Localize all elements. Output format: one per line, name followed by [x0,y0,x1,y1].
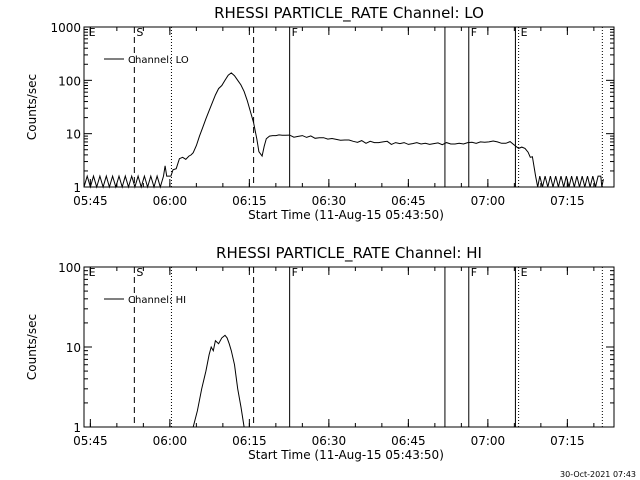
footer-timestamp: 30-Oct-2021 07:43 [560,470,636,479]
y-tick-label: 100 [58,261,81,275]
x-tick-label: 06:15 [232,194,267,208]
x-tick-label: 06:45 [391,194,426,208]
x-axis-label: Start Time (11-Aug-15 05:43:50) [248,448,444,462]
marker-label: E [521,26,528,39]
legend-label: Channel: HI [128,295,186,306]
marker-label: E [521,266,528,279]
series-line [192,334,245,428]
y-axis-label: Counts/sec [25,314,39,380]
x-tick-label: 06:30 [312,194,347,208]
x-tick-label: 06:15 [232,434,267,448]
plot-frame [83,26,615,188]
marker-label: F [471,26,477,39]
x-axis-label: Start Time (11-Aug-15 05:43:50) [248,208,444,222]
x-tick-label: 06:00 [153,194,188,208]
x-tick-label: 07:00 [471,434,506,448]
marker-label: F [292,266,298,279]
x-tick-label: 06:00 [153,434,188,448]
x-tick-label: 07:15 [550,434,585,448]
x-tick-label: 05:45 [73,434,108,448]
x-tick-label: 07:00 [471,194,506,208]
panel-hi: RHESSI PARTICLE_RATE Channel: HI E S F F E 1 10… [25,244,615,462]
y-tick-label: 1 [73,421,81,435]
y-tick-label: 10 [66,128,81,142]
y-tick-label: 1000 [50,21,81,35]
legend-label: Channel: LO [128,55,189,66]
marker-label: F [471,266,477,279]
marker-label: S [136,266,143,279]
marker-label: S [136,26,143,39]
marker-label: E [89,26,96,39]
y-tick-label: 1 [73,181,81,195]
plot-frame [83,266,615,428]
series-line [83,72,604,189]
y-tick-label: 100 [58,74,81,88]
y-axis-label: Counts/sec [25,74,39,140]
panel-lo: RHESSI PARTICLE_RATE Channel: LO E S F F E 1 10… [25,4,615,222]
marker-label: E [89,266,96,279]
marker-label: F [292,26,298,39]
y-tick-label: 10 [66,341,81,355]
x-tick-label: 06:45 [391,434,426,448]
x-tick-label: 06:30 [312,434,347,448]
x-tick-label: 05:45 [73,194,108,208]
chart-title: RHESSI PARTICLE_RATE Channel: LO [214,4,484,23]
x-tick-label: 07:15 [550,194,585,208]
chart-title: RHESSI PARTICLE_RATE Channel: HI [216,244,482,263]
